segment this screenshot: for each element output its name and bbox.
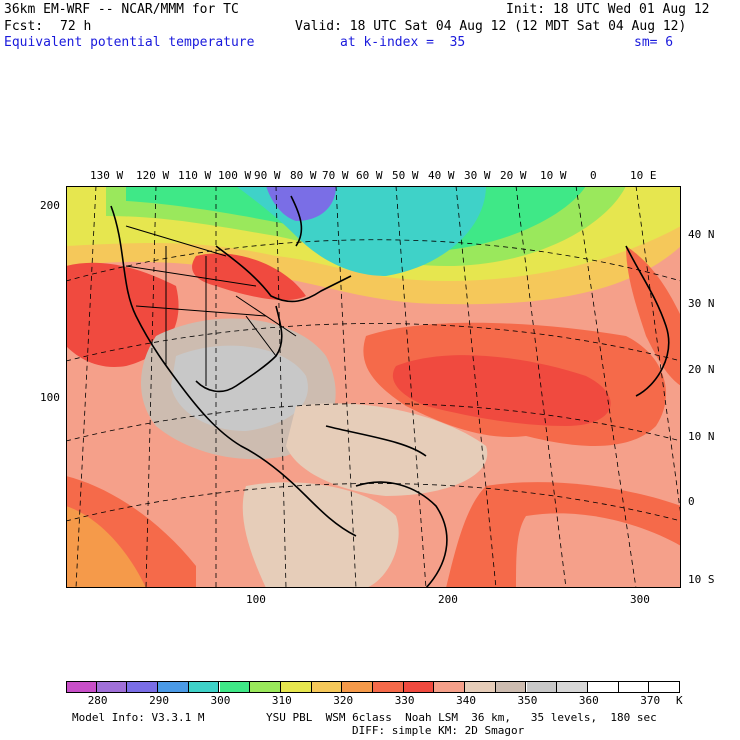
- grid-label-bottom-300: 300: [630, 593, 650, 606]
- smoothing-info: sm= 6: [634, 35, 674, 50]
- legend-swatch: [649, 681, 680, 693]
- valid-time: Valid: 18 UTC Sat 04 Aug 12 (12 MDT Sat …: [295, 19, 687, 34]
- legend-swatch: [311, 681, 343, 693]
- grid-label-bottom-200: 200: [438, 593, 458, 606]
- legend-label: 320: [333, 694, 354, 707]
- legend-swatch: [66, 681, 97, 693]
- grid-label-left-200: 200: [40, 199, 60, 212]
- latitude-label: 0: [688, 495, 695, 508]
- longitude-label: 0: [590, 169, 597, 182]
- longitude-label: 20 W: [500, 169, 527, 182]
- forecast-label: Fcst:: [4, 19, 44, 34]
- legend-label: 360: [578, 694, 599, 707]
- latitude-label: 30 N: [688, 297, 715, 310]
- physics-info: YSU PBL WSM 6class Noah LSM 36 km, 35 le…: [266, 711, 657, 724]
- legend-label: 350: [517, 694, 538, 707]
- longitude-label: 80 W: [290, 169, 317, 182]
- legend-label: 310: [271, 694, 292, 707]
- legend-swatch: [158, 681, 189, 693]
- legend-swatch: [434, 681, 466, 693]
- longitude-label: 10 W: [540, 169, 567, 182]
- legend-label: 340: [456, 694, 476, 707]
- level-info: at k-index = 35: [340, 35, 466, 50]
- latitude-label: 40 N: [688, 228, 715, 241]
- legend-swatch: [495, 681, 527, 693]
- legend-swatch: [465, 681, 496, 693]
- latitude-label: 20 N: [688, 363, 715, 376]
- init-time: Init: 18 UTC Wed 01 Aug 12: [506, 2, 710, 17]
- model-title: 36km EM-WRF -- NCAR/MMM for TC: [4, 2, 239, 17]
- longitude-label: 100 W: [218, 169, 252, 182]
- theta-e-map: [66, 186, 681, 588]
- legend-swatch: [373, 681, 404, 693]
- grid-label-left-100: 100: [40, 391, 60, 404]
- legend-label: 290: [149, 694, 169, 707]
- latitude-label: 10 N: [688, 430, 715, 443]
- longitude-label: 50 W: [392, 169, 419, 182]
- forecast-hour: 72 h: [60, 19, 92, 34]
- legend-swatch: [96, 681, 128, 693]
- legend-swatch: [587, 681, 619, 693]
- legend-label: 330: [394, 694, 415, 707]
- grid-label-bottom-100: 100: [246, 593, 266, 606]
- legend-swatch: [342, 681, 373, 693]
- legend-swatch: [618, 681, 650, 693]
- legend-label: 280: [87, 694, 108, 707]
- diffusion-info: DIFF: simple KM: 2D Smagor: [352, 724, 525, 737]
- longitude-label: 110 W: [178, 169, 212, 182]
- latitude-label: 10 S: [688, 573, 715, 586]
- field-name: Equivalent potential temperature: [4, 35, 255, 50]
- legend-label: 370: [640, 694, 661, 707]
- longitude-label: 60 W: [356, 169, 383, 182]
- legend-label: 300: [210, 694, 231, 707]
- legend-swatch: [526, 681, 558, 693]
- longitude-label: 10 E: [630, 169, 657, 182]
- model-info: Model Info: V3.3.1 M: [72, 711, 205, 724]
- legend-swatch: [280, 681, 312, 693]
- legend-swatch: [127, 681, 159, 693]
- longitude-label: 130 W: [90, 169, 124, 182]
- longitude-label: 30 W: [464, 169, 491, 182]
- legend-swatch: [219, 681, 251, 693]
- legend-swatch: [250, 681, 281, 693]
- longitude-label: 90 W: [254, 169, 281, 182]
- longitude-label: 70 W: [322, 169, 349, 182]
- legend-swatch: [557, 681, 588, 693]
- legend-swatch: [188, 681, 220, 693]
- legend-unit: K: [676, 694, 683, 707]
- legend-swatch: [403, 681, 435, 693]
- longitude-label: 40 W: [428, 169, 455, 182]
- longitude-label: 120 W: [136, 169, 170, 182]
